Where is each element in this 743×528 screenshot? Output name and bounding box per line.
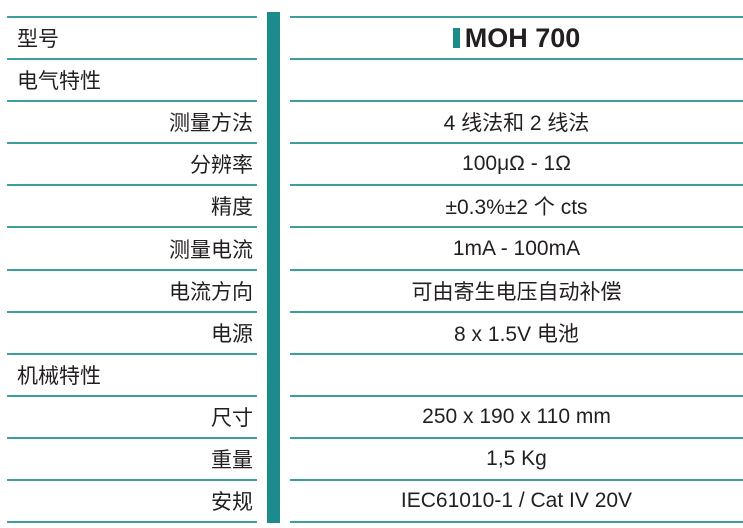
spec-label: 电源 [7,313,257,355]
spec-label: 测量电流 [7,229,257,271]
spec-value-cell [290,355,743,397]
spec-label: 型号 [7,18,257,60]
model-name: MOH 700 [452,22,581,54]
spec-label: 电气特性 [7,60,257,103]
spec-value-cell: MOH 700 [290,18,743,60]
spec-value: 4 线法和 2 线法 [443,112,590,136]
spec-value-cell: 100μΩ - 1Ω [290,144,743,187]
spec-value-cell: 可由寄生电压自动补偿 [290,271,743,313]
spec-value: IEC61010-1 / Cat IV 20V [400,489,633,513]
model-text: MOH 700 [464,22,581,53]
spec-value: 8 x 1.5V 电池 [454,322,579,346]
table-row: 测量方法 4 线法和 2 线法 [0,102,743,145]
spec-value: 1mA - 100mA [452,236,581,260]
table-row: 分辨率 100μΩ - 1Ω [0,144,743,187]
table-row: 机械特性 [0,355,743,397]
table-row: 精度 ±0.3%±2 个 cts [0,186,743,229]
spec-label: 测量方法 [7,102,257,145]
spec-value: 可由寄生电压自动补偿 [411,280,622,304]
spec-label: 机械特性 [7,355,257,397]
teal-divider-bar [267,12,280,523]
spec-value-cell: ±0.3%±2 个 cts [290,186,743,229]
spec-value-cell [290,60,743,103]
spec-label: 电流方向 [7,271,257,313]
spec-value-cell: 8 x 1.5V 电池 [290,313,743,355]
spec-label: 分辨率 [7,144,257,187]
table-top-border-left [7,16,257,18]
table-row: 测量电流 1mA - 100mA [0,229,743,271]
spec-label: 精度 [7,186,257,229]
table-row: 电流方向 可由寄生电压自动补偿 [0,271,743,313]
spec-value-cell: 250 x 190 x 110 mm [290,397,743,439]
table-top-border-right [290,16,743,18]
spec-value: ±0.3%±2 个 cts [445,196,588,220]
spec-value: 250 x 190 x 110 mm [422,404,611,428]
spec-value-cell: 1mA - 100mA [290,229,743,271]
spec-label: 重量 [7,439,257,481]
spec-value-cell: 1,5 Kg [290,439,743,481]
spec-value: 100μΩ - 1Ω [462,152,571,176]
spec-value: 1,5 Kg [486,447,547,470]
table-row: 重量 1,5 Kg [0,439,743,481]
spec-value-cell: 4 线法和 2 线法 [290,102,743,145]
table-row: 电气特性 [0,60,743,103]
teal-marker-icon [452,28,460,48]
spec-label: 安规 [7,481,257,524]
table-row: 尺寸 250 x 190 x 110 mm [0,397,743,439]
table-row: 电源 8 x 1.5V 电池 [0,313,743,355]
spec-label: 尺寸 [7,397,257,439]
table-row: 型号 MOH 700 [0,18,743,60]
spec-value-cell: IEC61010-1 / Cat IV 20V [290,481,743,524]
table-row: 安规 IEC61010-1 / Cat IV 20V [0,481,743,524]
